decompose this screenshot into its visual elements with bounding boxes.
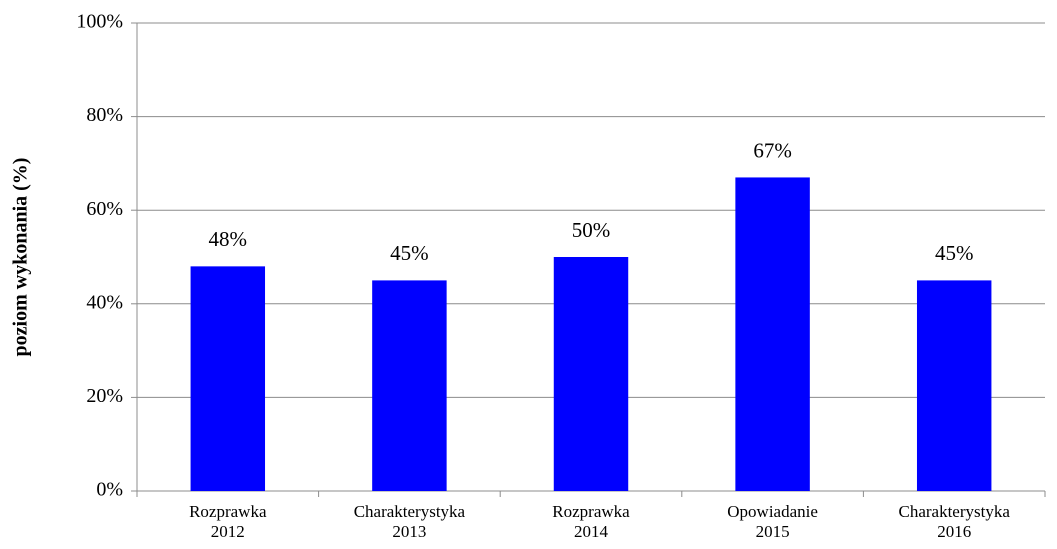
x-tick-label-line: Charakterystyka bbox=[898, 502, 1010, 521]
y-tick-label: 60% bbox=[86, 198, 123, 220]
x-tick-label-line: 2014 bbox=[574, 522, 609, 541]
value-label: 50% bbox=[572, 218, 611, 242]
x-tick-label-line: Charakterystyka bbox=[354, 502, 466, 521]
bar bbox=[553, 257, 629, 491]
x-tick-label-line: 2013 bbox=[392, 522, 426, 541]
x-tick-label-line: Rozprawka bbox=[552, 502, 630, 521]
x-tick-label: Charakterystyka 2016 bbox=[898, 502, 1010, 541]
value-label: 45% bbox=[935, 241, 974, 265]
bar bbox=[916, 280, 992, 491]
value-label: 67% bbox=[753, 138, 792, 162]
x-tick-label: Rozprawka 2012 bbox=[189, 502, 267, 541]
value-label: 48% bbox=[209, 227, 248, 251]
y-tick-label: 40% bbox=[86, 291, 123, 313]
x-tick-label-line: Rozprawka bbox=[189, 502, 267, 521]
y-tick-label: 100% bbox=[76, 11, 123, 33]
x-tick-label: Opowiadanie 2015 bbox=[727, 502, 818, 541]
bar bbox=[190, 266, 266, 491]
x-tick-label: Charakterystyka 2013 bbox=[354, 502, 466, 541]
bar bbox=[372, 280, 447, 491]
x-tick-label-line: 2015 bbox=[756, 522, 790, 541]
x-tick-label-line: 2016 bbox=[937, 522, 971, 541]
y-tick-label: 20% bbox=[86, 385, 123, 407]
x-tick-label-line: 2012 bbox=[211, 522, 245, 541]
y-tick-label: 0% bbox=[96, 479, 123, 501]
y-axis-label: poziom wykonania (%) bbox=[10, 158, 32, 357]
x-tick-label: Rozprawka 2014 bbox=[552, 502, 630, 541]
y-tick-label: 80% bbox=[86, 104, 123, 126]
bar bbox=[735, 177, 810, 491]
x-tick-label-line: Opowiadanie bbox=[727, 502, 818, 521]
value-label: 45% bbox=[390, 241, 429, 265]
